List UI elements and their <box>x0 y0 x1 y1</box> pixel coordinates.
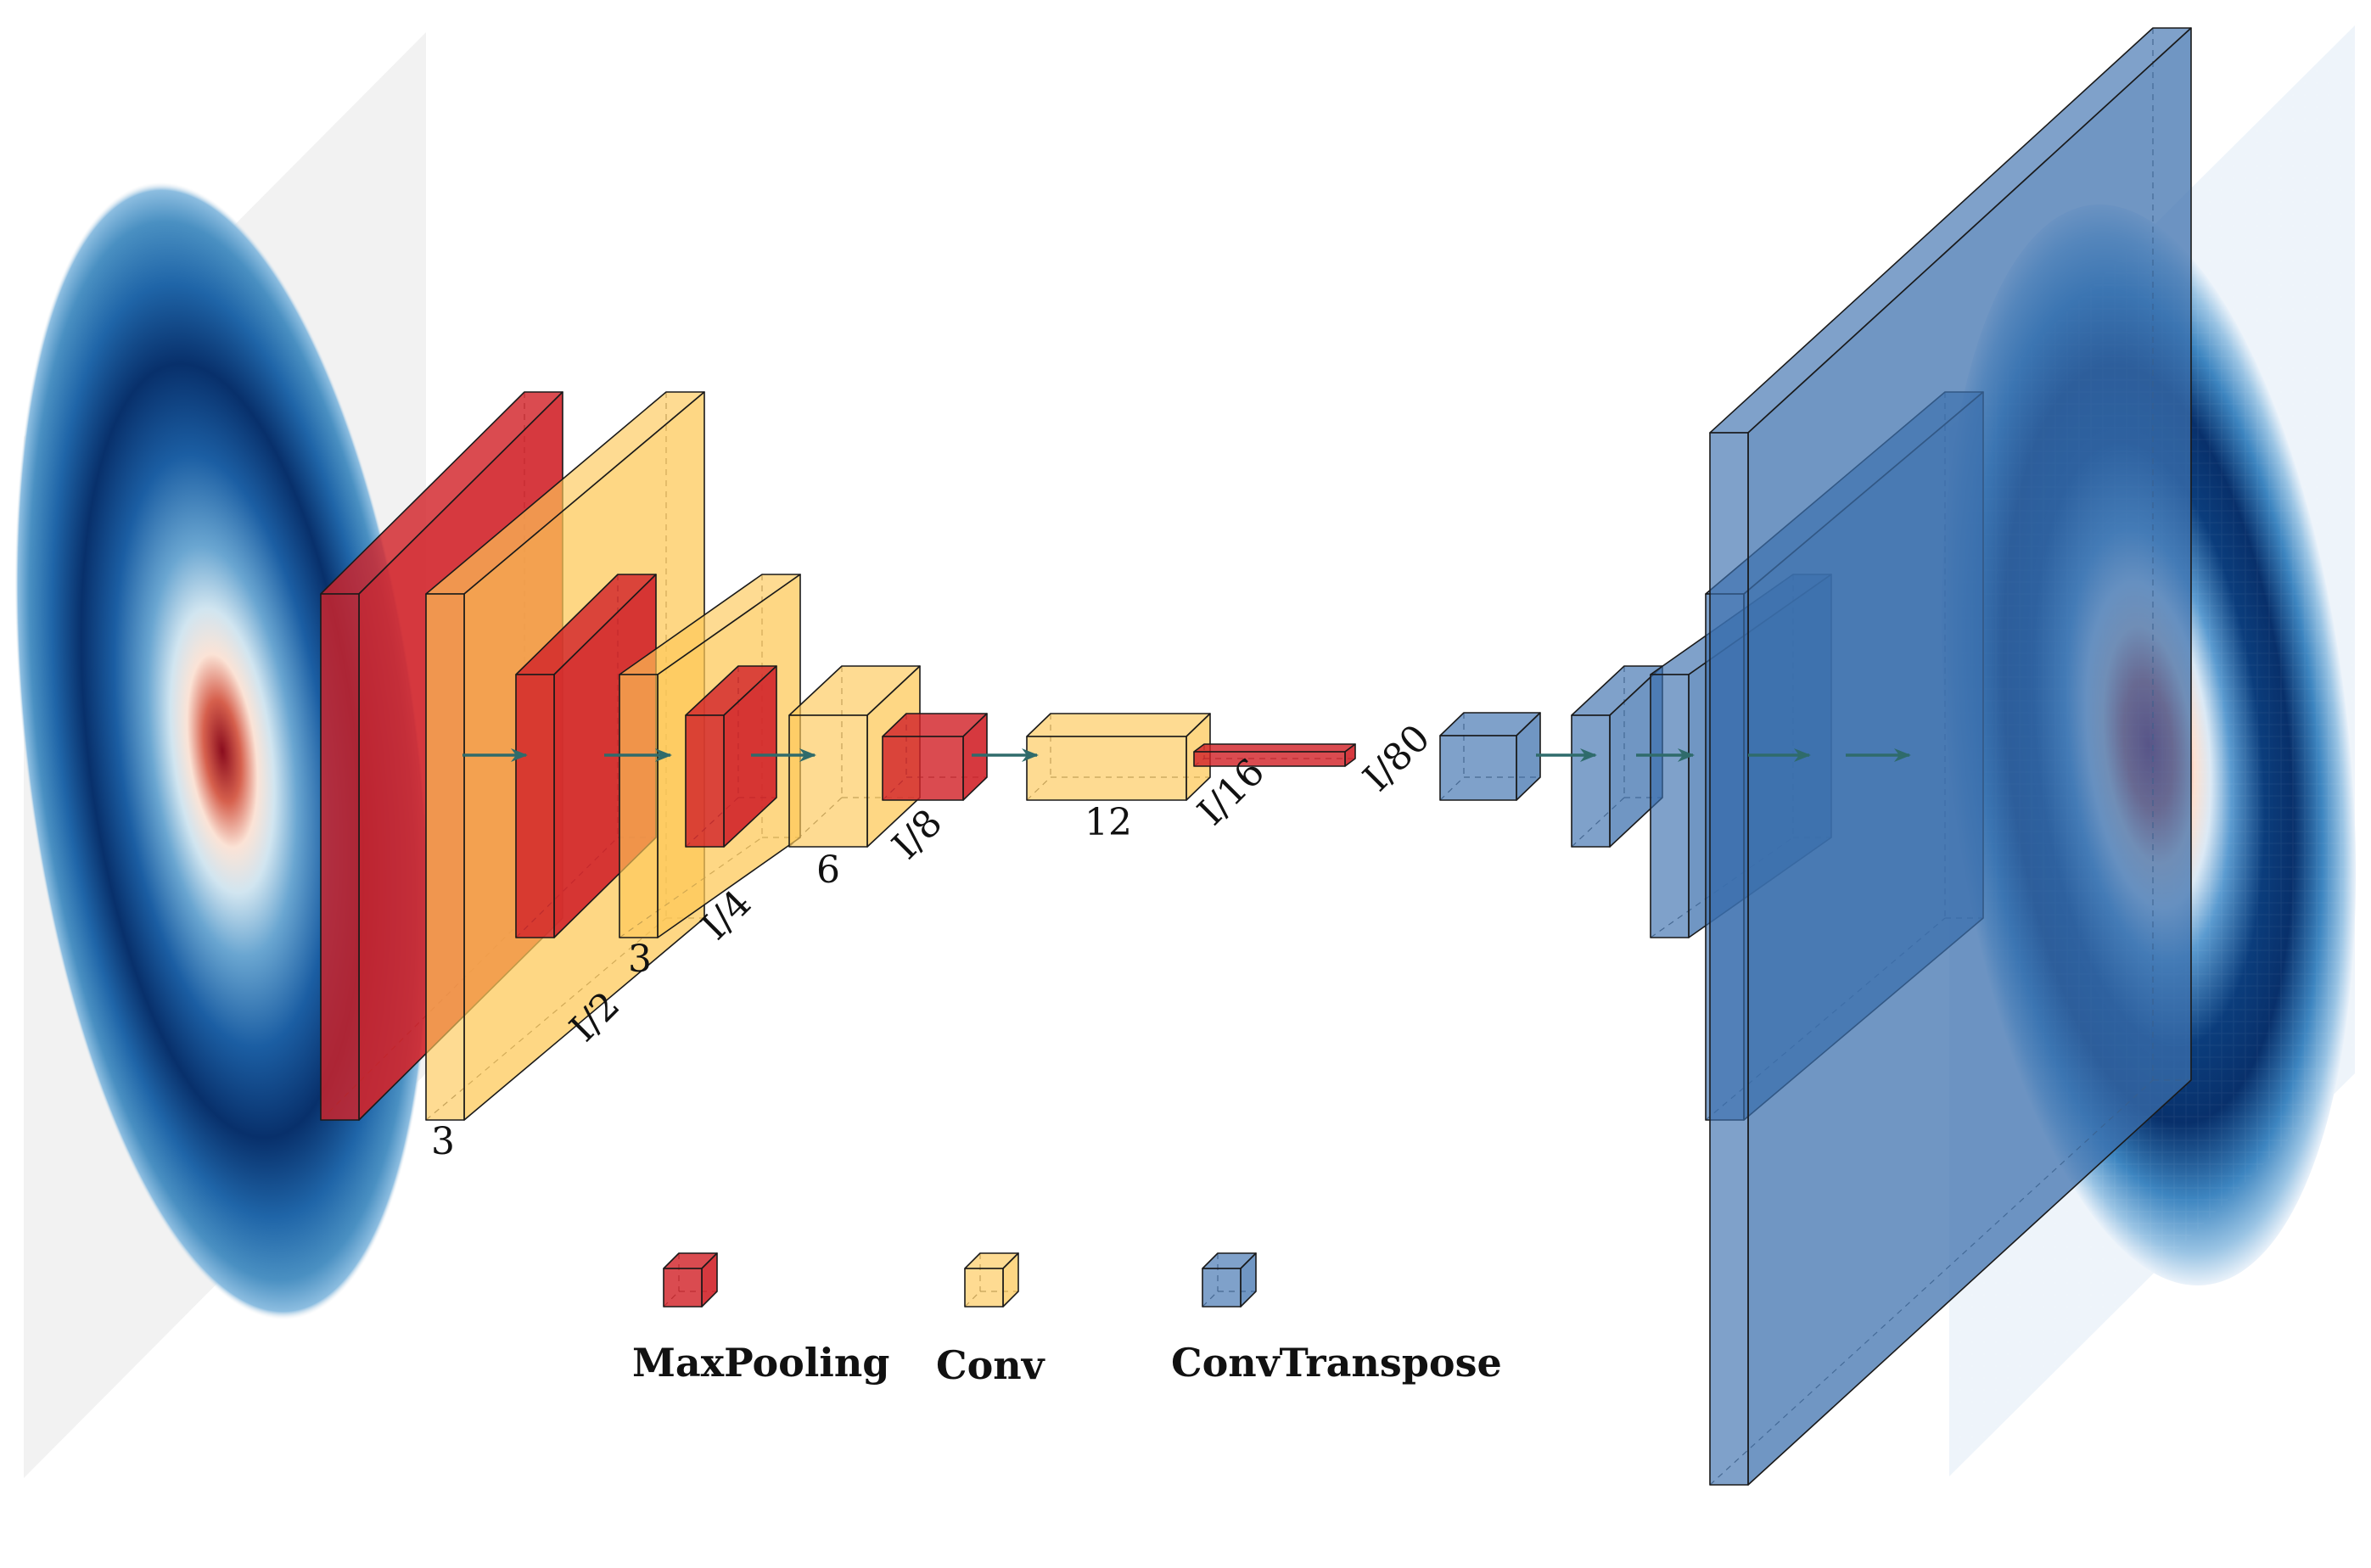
convtranspose-block-1 <box>1439 712 1541 801</box>
legend-label-maxpooling: MaxPooling <box>632 1340 889 1386</box>
dim-label-3-a: 3 <box>431 1120 455 1163</box>
dim-label-6: 6 <box>816 848 840 892</box>
legend-swatch-conv <box>964 1252 1019 1308</box>
convtranspose-block-5 <box>1709 27 2192 1486</box>
legend-label-conv: Conv <box>936 1342 1045 1388</box>
layer-blocks <box>320 27 2192 1486</box>
maxpool-block-4 <box>882 713 988 801</box>
legend-label-convtranspose: ConvTranspose <box>1171 1340 1502 1386</box>
dim-label-3-b: 3 <box>628 938 652 981</box>
legend: MaxPooling Conv ConvTranspose <box>632 1340 1502 1388</box>
legend-swatch-convtranspose <box>1202 1252 1257 1308</box>
maxpool-block-3 <box>685 665 777 848</box>
maxpool-block-5 <box>1193 743 1356 767</box>
legend-swatches <box>663 1252 1257 1308</box>
dim-label-12: 12 <box>1085 801 1132 844</box>
dim-label-i-80: I/80 <box>1355 716 1438 799</box>
conv-block-4 <box>1026 713 1211 801</box>
legend-swatch-maxpooling <box>663 1252 718 1308</box>
